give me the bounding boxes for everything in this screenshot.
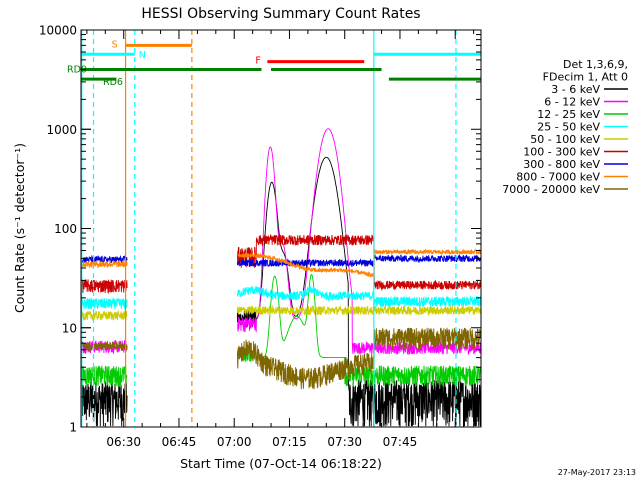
series-800-7000-kev	[80, 248, 482, 278]
series-7000-20000-kev	[80, 327, 482, 390]
data-layer	[80, 128, 482, 427]
chart-title: HESSI Observing Summary Count Rates	[141, 6, 420, 22]
legend-entry-6-12-kev: 6 - 12 keV	[544, 96, 600, 109]
y-axis-label: Count Rate (s⁻¹ detector⁻¹)	[12, 143, 27, 313]
segment-label-rd6: RD6	[103, 77, 123, 88]
legend-entry-300-800-kev: 300 - 800 keV	[523, 158, 600, 171]
legend-entry-7000-20000-kev: 7000 - 20000 keV	[502, 183, 600, 196]
segment-label-f: F	[255, 56, 260, 67]
legend-entry-800-7000-kev: 800 - 7000 keV	[516, 171, 600, 184]
axes-layer: 1 10 100 1000 10000 06:30 06:45 07:00 07:15 07:30…	[39, 24, 481, 449]
x-axis-label: Start Time (07-Oct-14 06:18:22)	[180, 456, 382, 471]
legend-entry-100-300-kev: 100 - 300 keV	[523, 146, 600, 159]
y-tick-label: 100	[54, 222, 77, 236]
legend-entry-25-50-kev: 25 - 50 keV	[537, 121, 600, 134]
x-tick-label: 07:15	[272, 435, 307, 449]
overlay-layer: S N F RD0 RD6	[67, 30, 481, 427]
legend-entry-12-25-kev: 12 - 25 keV	[537, 108, 600, 121]
y-tick-label: 1000	[46, 123, 77, 137]
legend-entry-3-6-kev: 3 - 6 keV	[551, 83, 600, 96]
legend-entry-50-100-kev: 50 - 100 keV	[530, 133, 600, 146]
legend-header: Det 1,3,6,9,	[563, 58, 628, 71]
x-tick-label: 07:45	[383, 435, 418, 449]
segment-label-rd0: RD0	[67, 64, 87, 75]
footer-timestamp: 27-May-2017 23:13	[558, 468, 636, 477]
x-tick-label: 07:30	[327, 435, 362, 449]
series-50-100-kev	[80, 304, 482, 321]
segment-label-s: S	[112, 39, 118, 50]
series-25-50-kev	[80, 285, 482, 310]
segment-label-n: N	[139, 50, 146, 61]
x-tick-label: 06:30	[106, 435, 141, 449]
x-tick-label: 07:00	[217, 435, 252, 449]
y-tick-label: 10	[62, 321, 77, 335]
y-tick-label: 10000	[39, 24, 77, 38]
legend-header: FDecim 1, Att 0	[543, 71, 628, 84]
x-tick-label: 06:45	[162, 435, 197, 449]
y-tick-label: 1	[69, 421, 77, 435]
series-3-6-kev	[80, 156, 482, 427]
series-300-800-kev	[80, 253, 482, 268]
series-100-300-kev	[80, 233, 482, 294]
